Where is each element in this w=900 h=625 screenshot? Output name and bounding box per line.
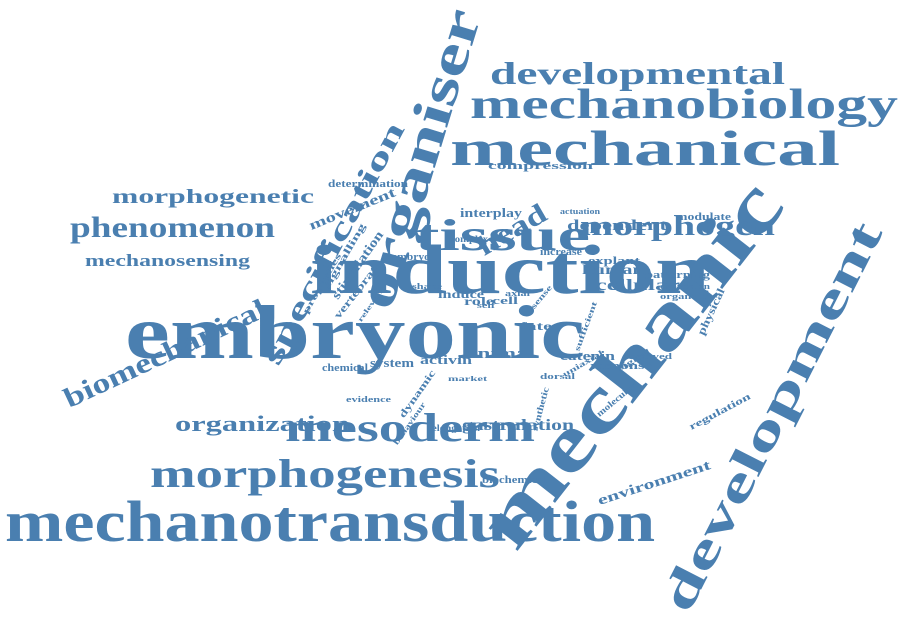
word-elongation: elongation bbox=[432, 423, 481, 434]
word-mechanobiology: mechanobiology bbox=[470, 81, 898, 128]
word-mechanotransduction: mechanotransduction bbox=[5, 489, 656, 555]
word-gastrulation: gastrulation bbox=[462, 417, 575, 435]
word-organoid: organoid bbox=[660, 292, 709, 302]
word-mesoderm: mesoderm bbox=[285, 404, 536, 450]
word-observed: observed bbox=[622, 352, 672, 362]
word-catenin: catenin bbox=[560, 347, 616, 363]
word-dorsal: dorsal bbox=[540, 372, 576, 382]
word-modulate: modulate bbox=[676, 212, 731, 224]
word-embryo: embryo bbox=[392, 252, 430, 264]
word-phenomenon: phenomenon bbox=[70, 211, 275, 245]
word-organization: organization bbox=[175, 411, 350, 437]
word-response: response bbox=[590, 359, 652, 372]
word-morphogenesis: morphogenesis bbox=[150, 450, 500, 496]
word-interplay: interplay bbox=[460, 204, 522, 220]
word-fate: fate bbox=[520, 318, 553, 333]
word-dependent: dependent bbox=[567, 218, 668, 235]
word-developmental: developmental bbox=[490, 55, 786, 92]
word-complex: complex bbox=[450, 234, 489, 245]
word-shape: shape bbox=[412, 282, 443, 292]
word-role: role bbox=[464, 293, 495, 308]
word-self: self bbox=[477, 301, 496, 311]
word-system: system bbox=[370, 354, 415, 370]
word-chemical: chemical bbox=[322, 361, 368, 374]
word-evidence: evidence bbox=[346, 395, 391, 405]
word-animal: animal bbox=[466, 346, 535, 363]
word-explant: explant bbox=[588, 254, 640, 267]
word-induction: induction bbox=[310, 231, 710, 309]
word-actuation: actuation bbox=[560, 207, 600, 217]
word-mechanosensing: mechanosensing bbox=[85, 251, 250, 271]
word-market: market bbox=[448, 374, 488, 383]
word-cell: cell bbox=[492, 294, 518, 307]
word-increase: increase bbox=[540, 247, 582, 259]
word-cellular: cellular bbox=[595, 277, 681, 295]
word-mechanical: mechanical bbox=[450, 120, 841, 176]
word-morphogen: morphogen bbox=[580, 210, 775, 242]
word-determination: determination bbox=[328, 179, 408, 191]
word-embryonic: embryonic bbox=[125, 290, 586, 375]
word-human: human bbox=[582, 262, 644, 278]
word-patterning: patterning bbox=[645, 268, 710, 281]
word-compression: compression bbox=[488, 159, 594, 172]
word-morphogenetic: morphogenetic bbox=[112, 185, 314, 208]
word-expression: expression bbox=[660, 282, 710, 292]
word-induce: induce bbox=[438, 286, 484, 301]
word-axial: axial bbox=[505, 289, 530, 299]
word-tissue: tissue bbox=[415, 211, 591, 261]
word-biochemical: biochemical bbox=[482, 475, 548, 487]
word-activin: activin bbox=[420, 351, 472, 367]
